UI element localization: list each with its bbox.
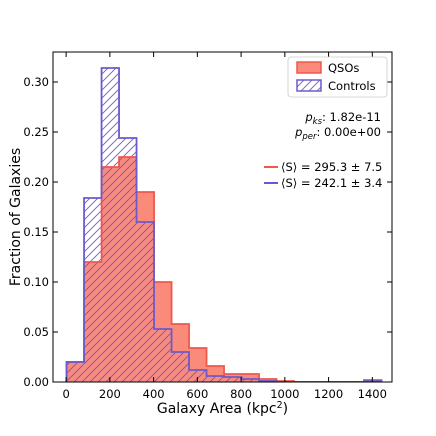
y-axis-title: Fraction of Galaxies (8, 148, 24, 286)
control-outline (65, 67, 383, 382)
y-tick-label: 0.05 (23, 325, 49, 339)
control-bars (66, 68, 382, 382)
x-tick-label: 200 (99, 387, 121, 401)
y-tick-label: 0.25 (23, 125, 49, 139)
legend: QSOs Controls (287, 56, 388, 98)
y-tick-label: 0.15 (23, 225, 49, 239)
mean-legend: ⟨S⟩ = 295.3 ± 7.5 ⟨S⟩ = 242.1 ± 3.4 (264, 160, 382, 190)
control-bar (119, 138, 137, 382)
plot-frame (52, 51, 393, 383)
x-axis-ticks: 0 200 400 600 800 1000 1200 1400 (62, 52, 387, 401)
qso-bar (241, 374, 260, 382)
y-axis-ticks: 0.00 0.05 0.10 0.15 0.20 0.25 0.30 (23, 75, 392, 389)
legend-swatch-qsos (296, 61, 322, 74)
control-bar (171, 352, 190, 382)
y-tick-label: 0.10 (23, 275, 49, 289)
control-bar (66, 362, 85, 382)
control-bar (136, 222, 155, 382)
histogram-outlines (65, 67, 383, 382)
x-axis-title: Galaxy Area (kpc2) (157, 400, 288, 417)
x-tick-label: 1000 (270, 387, 299, 401)
control-bar (206, 376, 225, 382)
x-tick-label: 600 (186, 387, 208, 401)
x-tick-label: 800 (230, 387, 252, 401)
legend-label-qsos: QSOs (328, 61, 359, 75)
legend-label-controls: Controls (328, 79, 376, 93)
control-bar (101, 68, 120, 382)
mean-text-qsos: ⟨S⟩ = 295.3 ± 7.5 (281, 160, 382, 174)
x-tick-label: 400 (143, 387, 165, 401)
y-tick-label: 0.00 (23, 375, 49, 389)
ks-annotation: pks: 1.82e-11 (304, 110, 381, 127)
legend-swatch-controls (296, 79, 322, 92)
control-bar (224, 377, 242, 382)
control-bar (84, 198, 102, 382)
control-bar (154, 329, 172, 382)
mean-text-controls: ⟨S⟩ = 242.1 ± 3.4 (281, 176, 382, 190)
x-tick-label: 0 (62, 387, 69, 401)
x-tick-label: 1400 (358, 387, 387, 401)
control-bar (241, 379, 260, 382)
per-annotation: pper: 0.00e+00 (294, 125, 381, 142)
control-bar (189, 370, 207, 382)
y-tick-label: 0.20 (23, 175, 49, 189)
x-tick-label: 1200 (314, 387, 343, 401)
y-tick-label: 0.30 (23, 75, 49, 89)
qso-outline (65, 156, 383, 382)
